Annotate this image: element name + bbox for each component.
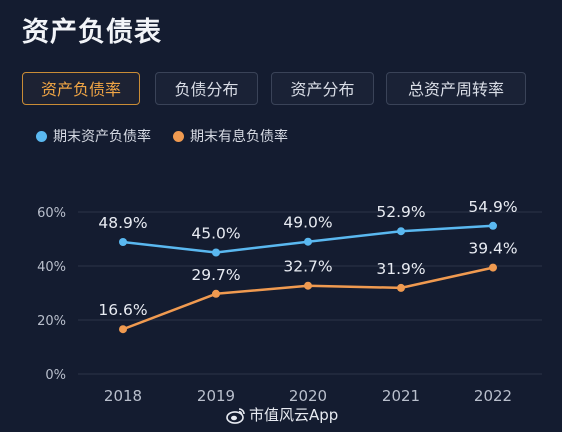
legend-item-asset-liability[interactable]: 期末资产负债率 bbox=[36, 126, 151, 146]
data-label-asset-liability: 48.9% bbox=[98, 214, 147, 232]
legend-label: 期末有息负债率 bbox=[190, 129, 288, 145]
data-label-interest-bearing: 16.6% bbox=[98, 301, 147, 319]
tab-asset-distribution[interactable]: 资产分布 bbox=[271, 72, 374, 105]
x-tick-label: 2021 bbox=[382, 387, 420, 405]
data-label-asset-liability: 54.9% bbox=[468, 198, 517, 216]
data-point-asset-liability bbox=[212, 248, 220, 257]
data-point-asset-liability bbox=[119, 238, 127, 246]
y-tick-label: 40% bbox=[37, 260, 66, 275]
data-label-asset-liability: 52.9% bbox=[376, 203, 425, 221]
y-tick-label: 60% bbox=[37, 206, 66, 221]
tab-asset-liability-ratio[interactable]: 资产负债率 bbox=[22, 72, 140, 105]
data-label-interest-bearing: 29.7% bbox=[191, 266, 240, 284]
page-title: 资产负债表 bbox=[22, 17, 162, 48]
data-point-interest-bearing bbox=[397, 283, 405, 292]
legend-dot-orange bbox=[173, 131, 184, 142]
tab-total-asset-turnover[interactable]: 总资产周转率 bbox=[386, 72, 526, 105]
data-label-asset-liability: 49.0% bbox=[283, 214, 332, 232]
data-point-interest-bearing bbox=[304, 281, 312, 290]
data-label-interest-bearing: 31.9% bbox=[376, 260, 425, 278]
data-point-interest-bearing bbox=[119, 325, 127, 334]
watermark-text: 市值风云App bbox=[249, 406, 339, 424]
data-point-interest-bearing bbox=[489, 263, 497, 272]
data-point-asset-liability bbox=[397, 227, 405, 236]
x-tick-label: 2018 bbox=[104, 387, 142, 405]
x-tick-label: 2020 bbox=[289, 387, 327, 405]
data-label-asset-liability: 45.0% bbox=[191, 225, 240, 243]
legend-label: 期末资产负债率 bbox=[53, 129, 151, 145]
legend-dot-blue bbox=[36, 131, 47, 142]
tab-liability-distribution[interactable]: 负债分布 bbox=[155, 72, 258, 105]
data-point-asset-liability bbox=[489, 221, 497, 230]
watermark: 市值风云App bbox=[226, 404, 338, 428]
data-point-asset-liability bbox=[304, 237, 312, 246]
legend-item-interest-bearing[interactable]: 期末有息负债率 bbox=[173, 126, 288, 146]
x-tick-label: 2022 bbox=[474, 387, 512, 405]
data-label-interest-bearing: 32.7% bbox=[283, 258, 332, 276]
data-label-interest-bearing: 39.4% bbox=[468, 240, 517, 258]
data-point-interest-bearing bbox=[212, 289, 220, 298]
y-tick-label: 0% bbox=[45, 368, 66, 383]
x-tick-label: 2019 bbox=[197, 387, 235, 405]
y-tick-label: 20% bbox=[37, 314, 66, 329]
weibo-icon bbox=[226, 407, 246, 428]
